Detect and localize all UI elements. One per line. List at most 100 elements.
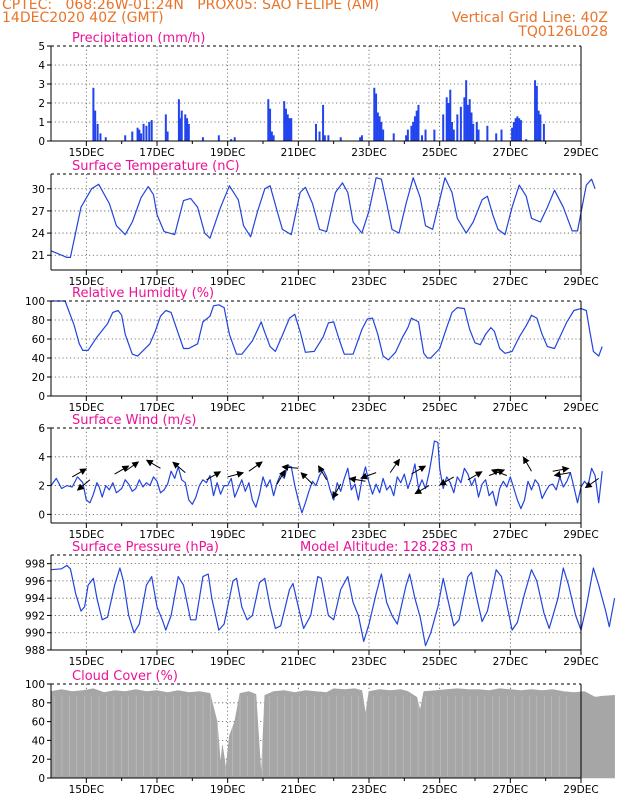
precip-bar	[290, 118, 293, 141]
humidity-xtick-label: 23DEC	[351, 402, 386, 414]
header-date-line: 14DEC2020 40Z (GMT)	[2, 10, 164, 26]
cloud-cover-ytick-label: 60	[32, 717, 45, 729]
precip-bar	[445, 97, 448, 141]
header-model-label: TQ0126L028	[518, 24, 608, 40]
wind-arrow	[411, 465, 427, 475]
humidity-ytick-label: 0	[38, 391, 45, 403]
precip-bar	[486, 125, 489, 141]
temperature-panel: 21 24 27 30 15DEC 17DEC 19DEC 21DEC 23DEC 25DEC 27…	[32, 159, 599, 288]
precip-bar	[465, 80, 468, 141]
precip-bar	[315, 123, 317, 141]
wind-arrow	[248, 461, 263, 472]
header-station-line: CPTEC: 068:26W-01:24N PROX05: SAO FELIPE…	[2, 0, 380, 13]
precip-bar	[463, 97, 466, 141]
wind-arrow	[488, 468, 506, 476]
precip-bar	[405, 135, 408, 141]
precip-bar	[124, 135, 127, 141]
precip-bar	[378, 116, 381, 141]
precip-bar	[286, 114, 289, 141]
humidity-xtick-label: 17DEC	[139, 402, 174, 414]
precip-bar	[475, 122, 478, 141]
precip-bar	[104, 137, 107, 141]
wind-arrow	[348, 476, 366, 483]
cloud-cover-xtick-label: 15DEC	[69, 784, 104, 796]
precip-bar	[415, 110, 418, 141]
wind-arrow	[172, 461, 186, 473]
wind-ytick-label: 6	[38, 423, 45, 435]
cloud-cover-ytick-label: 20	[32, 754, 45, 766]
wind-ytick-label: 4	[38, 452, 45, 464]
precipitation-ytick-label: 1	[38, 117, 45, 129]
precip-bar	[267, 99, 270, 141]
header-grid-line-label: Vertical Grid Line: 40Z	[451, 10, 608, 26]
humidity-ytick-label: 100	[25, 296, 45, 308]
pressure-xtick-label: 19DEC	[210, 656, 245, 668]
temperature-ytick-label: 30	[32, 184, 45, 196]
precip-bar	[447, 103, 450, 141]
precip-bar	[537, 110, 540, 141]
precip-bar	[477, 129, 480, 141]
wind-xtick-label: 29DEC	[563, 529, 598, 541]
temperature-title: Surface Temperature (nC)	[72, 159, 240, 174]
precip-bar	[323, 135, 326, 141]
precip-bar	[272, 135, 275, 141]
pressure-ytick-label: 998	[25, 559, 45, 571]
temperature-ytick-label: 21	[32, 250, 45, 262]
pressure-xtick-label: 21DEC	[281, 656, 316, 668]
cloud-cover-xtick-label: 27DEC	[493, 784, 528, 796]
cloud-cover-xtick-label: 23DEC	[351, 784, 386, 796]
precip-bar	[451, 122, 454, 141]
temperature-ytick-label: 24	[32, 228, 46, 240]
humidity-xtick-label: 15DEC	[69, 402, 104, 414]
temperature-xtick-label: 15DEC	[69, 276, 104, 288]
precip-bar	[184, 114, 187, 141]
precip-bar	[180, 110, 183, 141]
precip-bar	[186, 118, 189, 141]
cloud-cover-ytick-label: 80	[32, 698, 45, 710]
precip-bar	[500, 129, 503, 141]
temperature-xtick-label: 17DEC	[139, 276, 174, 288]
precip-bar	[131, 131, 134, 141]
wind-arrow	[227, 470, 245, 478]
wind-line	[50, 440, 603, 514]
temperature-xtick-label: 23DEC	[351, 276, 386, 288]
wind-ytick-label: 2	[38, 481, 45, 493]
precip-bar	[466, 104, 469, 141]
wind-arrow	[467, 471, 483, 481]
pressure-panel: 988 990 992 994 996 998 15DEC 17DEC 19DEC 21DEC 23…	[25, 540, 616, 668]
wind-arrow	[553, 470, 571, 478]
wind-arrow	[584, 477, 599, 489]
pressure-ytick-label: 988	[25, 645, 45, 657]
precipitation-xtick-label: 23DEC	[351, 147, 386, 159]
precip-bar	[164, 114, 167, 141]
precip-bar	[392, 133, 395, 141]
pressure-xtick-label: 29DEC	[563, 656, 598, 668]
precip-bar	[138, 129, 141, 141]
humidity-ytick-label: 60	[32, 334, 45, 346]
wind-xtick-label: 17DEC	[139, 529, 174, 541]
wind-panel: 0 2 4 6 15DEC 17DEC 19DEC 21DEC 23DEC 25DEC 27DEC 2…	[38, 413, 603, 541]
precip-bar	[417, 104, 420, 141]
precip-bar	[459, 106, 462, 141]
humidity-ytick-label: 40	[32, 353, 45, 365]
precip-bar	[382, 129, 385, 141]
wind-arrow	[389, 458, 400, 473]
humidity-xtick-label: 19DEC	[210, 402, 245, 414]
precip-bar	[511, 127, 514, 141]
temperature-ytick-label: 27	[32, 206, 45, 218]
precipitation-xtick-label: 25DEC	[422, 147, 457, 159]
wind-arrow	[300, 472, 313, 485]
precip-bar	[512, 122, 515, 141]
precipitation-ytick-label: 4	[38, 60, 45, 72]
cloud-cover-ytick-label: 100	[25, 679, 45, 691]
precip-bar	[178, 118, 181, 141]
cloud-cover-ytick-label: 0	[38, 773, 45, 785]
precipitation-xtick-label: 19DEC	[210, 147, 245, 159]
precipitation-panel: 0 1 2 3 4 5 15DEC 17DEC 19DEC 21DEC 23DEC 25DEC 27DE…	[38, 31, 598, 159]
precip-bar	[150, 120, 153, 141]
precipitation-ytick-label: 0	[38, 136, 45, 148]
precipitation-ytick-label: 5	[38, 41, 45, 53]
cloud-cover-xtick-label: 25DEC	[422, 784, 457, 796]
precipitation-xtick-label: 21DEC	[281, 147, 316, 159]
precip-bar	[217, 135, 220, 141]
